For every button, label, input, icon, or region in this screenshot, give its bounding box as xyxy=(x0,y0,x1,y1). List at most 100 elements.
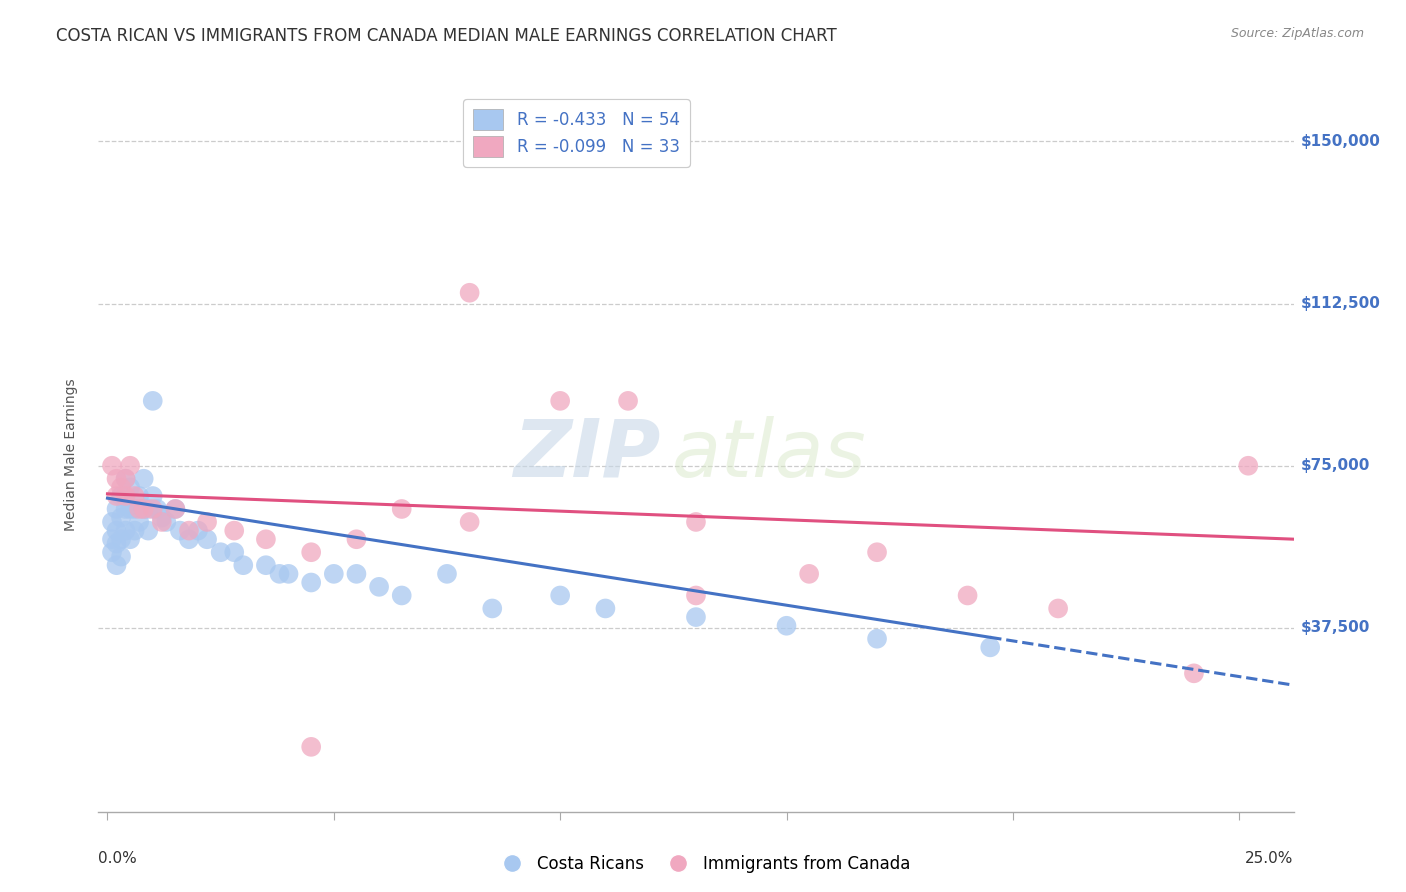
Point xyxy=(150,515,173,529)
Point xyxy=(797,566,820,581)
Point xyxy=(866,545,889,559)
Point xyxy=(195,515,218,529)
Point xyxy=(114,524,136,538)
Point xyxy=(136,502,159,516)
Point xyxy=(142,393,165,408)
Point xyxy=(254,533,277,547)
Point xyxy=(105,558,128,573)
Text: $75,000: $75,000 xyxy=(1301,458,1369,474)
Point xyxy=(1237,458,1260,473)
Text: $112,500: $112,500 xyxy=(1301,296,1381,311)
Point xyxy=(458,285,481,300)
Point xyxy=(142,489,165,503)
Point xyxy=(114,472,136,486)
Point xyxy=(142,502,165,516)
Point xyxy=(169,524,191,538)
Point xyxy=(224,545,246,559)
Point xyxy=(299,739,322,754)
Point xyxy=(105,524,128,538)
Point xyxy=(132,502,155,516)
Point xyxy=(458,515,481,529)
Point xyxy=(232,558,254,573)
Point xyxy=(101,545,124,559)
Text: 25.0%: 25.0% xyxy=(1246,851,1294,866)
Point xyxy=(110,533,132,547)
Point xyxy=(299,575,322,590)
Point xyxy=(124,489,146,503)
Point xyxy=(177,524,200,538)
Point xyxy=(105,489,128,503)
Y-axis label: Median Male Earnings: Median Male Earnings xyxy=(63,378,77,532)
Text: ZIP: ZIP xyxy=(513,416,661,494)
Point xyxy=(110,480,132,494)
Point xyxy=(1182,666,1205,681)
Point xyxy=(150,510,173,524)
Text: $150,000: $150,000 xyxy=(1301,134,1381,149)
Text: COSTA RICAN VS IMMIGRANTS FROM CANADA MEDIAN MALE EARNINGS CORRELATION CHART: COSTA RICAN VS IMMIGRANTS FROM CANADA ME… xyxy=(56,27,837,45)
Point xyxy=(146,502,169,516)
Text: Source: ZipAtlas.com: Source: ZipAtlas.com xyxy=(1230,27,1364,40)
Point xyxy=(775,619,797,633)
Point xyxy=(595,601,617,615)
Legend: Costa Ricans, Immigrants from Canada: Costa Ricans, Immigrants from Canada xyxy=(489,848,917,880)
Point xyxy=(101,458,124,473)
Point xyxy=(114,502,136,516)
Point xyxy=(436,566,458,581)
Point xyxy=(128,489,150,503)
Point xyxy=(299,545,322,559)
Point xyxy=(685,515,707,529)
Point xyxy=(979,640,1001,655)
Point xyxy=(277,566,299,581)
Text: atlas: atlas xyxy=(672,416,868,494)
Point xyxy=(105,472,128,486)
Point xyxy=(101,533,124,547)
Point xyxy=(254,558,277,573)
Point xyxy=(269,566,291,581)
Point xyxy=(155,515,177,529)
Point xyxy=(120,502,142,516)
Text: $37,500: $37,500 xyxy=(1301,621,1369,635)
Point xyxy=(195,533,218,547)
Point xyxy=(224,524,246,538)
Point xyxy=(128,515,150,529)
Point xyxy=(481,601,503,615)
Point xyxy=(101,515,124,529)
Point xyxy=(120,458,142,473)
Point xyxy=(368,580,391,594)
Text: 0.0%: 0.0% xyxy=(98,851,138,866)
Point xyxy=(110,549,132,564)
Point xyxy=(956,589,979,603)
Point xyxy=(120,533,142,547)
Point xyxy=(132,472,155,486)
Point xyxy=(132,502,155,516)
Point xyxy=(685,589,707,603)
Point xyxy=(209,545,232,559)
Legend: R = -0.433   N = 54, R = -0.099   N = 33: R = -0.433 N = 54, R = -0.099 N = 33 xyxy=(464,99,689,167)
Point xyxy=(114,472,136,486)
Point xyxy=(165,502,187,516)
Point xyxy=(114,489,136,503)
Point xyxy=(124,502,146,516)
Point xyxy=(866,632,889,646)
Point xyxy=(165,502,187,516)
Point xyxy=(187,524,209,538)
Point xyxy=(110,510,132,524)
Point xyxy=(110,489,132,503)
Point xyxy=(548,393,571,408)
Point xyxy=(1047,601,1070,615)
Point xyxy=(346,566,368,581)
Point xyxy=(548,589,571,603)
Point xyxy=(105,536,128,550)
Point xyxy=(177,533,200,547)
Point xyxy=(124,524,146,538)
Point xyxy=(136,524,159,538)
Point xyxy=(391,502,413,516)
Point xyxy=(391,589,413,603)
Point xyxy=(685,610,707,624)
Point xyxy=(120,480,142,494)
Point xyxy=(128,502,150,516)
Point xyxy=(617,393,640,408)
Point xyxy=(346,533,368,547)
Point xyxy=(105,502,128,516)
Point xyxy=(322,566,344,581)
